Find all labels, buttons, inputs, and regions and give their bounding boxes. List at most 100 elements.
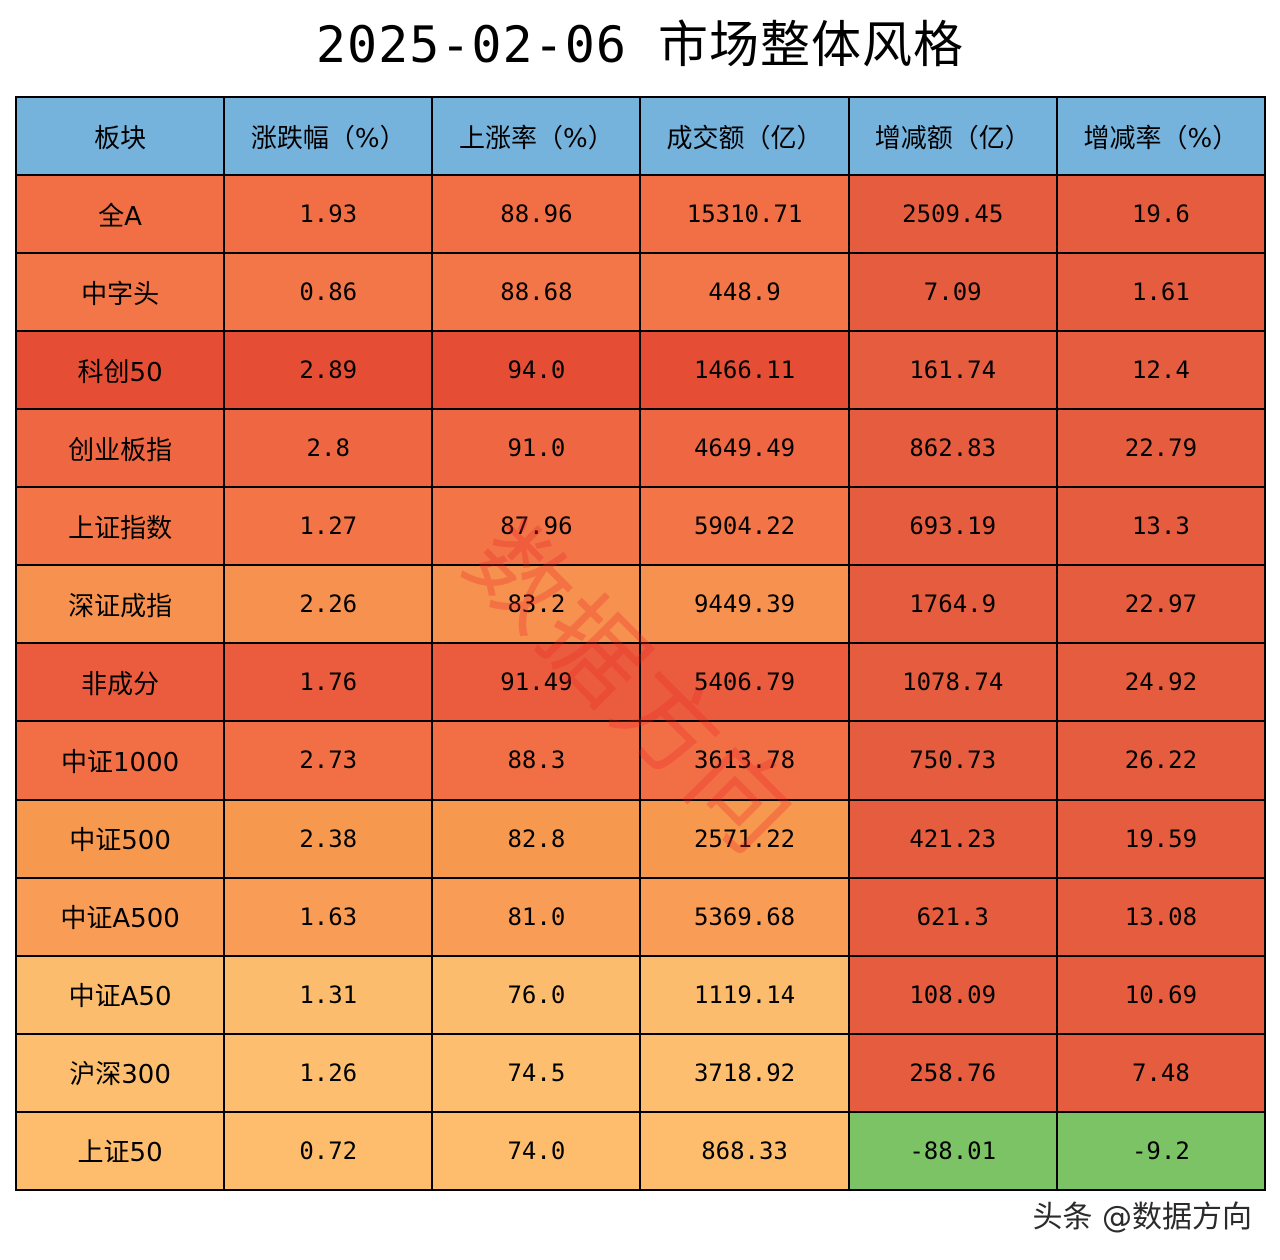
sector-name-cell: 科创50: [14, 330, 226, 411]
value-cell: 5406.79: [639, 642, 850, 723]
column-header: 成交额（亿）: [639, 96, 850, 176]
value-cell: 0.72: [223, 1110, 434, 1192]
footer-credit: 头条 @数据方向: [1032, 1200, 1252, 1235]
market-style-table: 板块 涨跌幅（%） 上涨率（%） 成交额（亿） 增减额（亿） 增减率（%） 全A 1.93 8…: [14, 96, 1267, 1192]
sector-name-cell: 中字头: [14, 252, 226, 333]
value-cell: 108.09: [847, 954, 1058, 1035]
sector-name-cell: 中证A500: [14, 876, 226, 957]
sector-name-cell: 中证A50: [14, 954, 226, 1035]
value-cell: 1764.9: [847, 564, 1058, 645]
sector-name-cell: 全A: [14, 173, 226, 255]
value-cell: 15310.71: [639, 173, 850, 255]
value-cell: 83.2: [431, 564, 642, 645]
header-row: 板块 涨跌幅（%） 上涨率（%） 成交额（亿） 增减额（亿） 增减率（%）: [14, 96, 1267, 176]
value-cell: 3613.78: [639, 720, 850, 801]
column-header: 板块: [14, 96, 226, 176]
value-cell: 1.61: [1055, 252, 1267, 333]
value-cell: 19.6: [1055, 173, 1267, 255]
value-cell: 1.31: [223, 954, 434, 1035]
table-row: 深证成指 2.26 83.2 9449.39 1764.9 22.97: [14, 564, 1267, 645]
value-cell: 13.08: [1055, 876, 1267, 957]
value-cell: 24.92: [1055, 642, 1267, 723]
value-cell: 12.4: [1055, 330, 1267, 411]
value-cell: 621.3: [847, 876, 1058, 957]
value-cell: 76.0: [431, 954, 642, 1035]
column-header: 增减额（亿）: [847, 96, 1058, 176]
value-cell: 2.26: [223, 564, 434, 645]
sector-name-cell: 中证1000: [14, 720, 226, 801]
chart-title: 2025-02-06 市场整体风格: [315, 16, 965, 74]
value-cell: 4649.49: [639, 408, 850, 489]
value-cell: 1.76: [223, 642, 434, 723]
table-row: 非成分 1.76 91.49 5406.79 1078.74 24.92: [14, 642, 1267, 723]
value-cell: 258.76: [847, 1032, 1058, 1113]
value-cell: 9449.39: [639, 564, 850, 645]
value-cell: 13.3: [1055, 486, 1267, 567]
value-cell: 2571.22: [639, 798, 850, 879]
value-cell: 448.9: [639, 252, 850, 333]
value-cell: 88.96: [431, 173, 642, 255]
value-cell: 1.26: [223, 1032, 434, 1113]
value-cell: 87.96: [431, 486, 642, 567]
value-cell: 1078.74: [847, 642, 1058, 723]
value-cell: 1.63: [223, 876, 434, 957]
value-cell: 2509.45: [847, 173, 1058, 255]
sector-name-cell: 中证500: [14, 798, 226, 879]
column-header: 涨跌幅（%）: [223, 96, 434, 176]
value-cell: 91.0: [431, 408, 642, 489]
sector-name-cell: 沪深300: [14, 1032, 226, 1113]
value-cell: 91.49: [431, 642, 642, 723]
table-row: 中证A500 1.63 81.0 5369.68 621.3 13.08: [14, 876, 1267, 957]
value-cell: 1119.14: [639, 954, 850, 1035]
value-cell: 1466.11: [639, 330, 850, 411]
table-row: 创业板指 2.8 91.0 4649.49 862.83 22.79: [14, 408, 1267, 489]
value-cell: 5904.22: [639, 486, 850, 567]
value-cell: 74.5: [431, 1032, 642, 1113]
value-cell: 82.8: [431, 798, 642, 879]
table-row: 上证指数 1.27 87.96 5904.22 693.19 13.3: [14, 486, 1267, 567]
value-cell: 1.27: [223, 486, 434, 567]
value-cell: 161.74: [847, 330, 1058, 411]
value-cell: 94.0: [431, 330, 642, 411]
value-cell: 19.59: [1055, 798, 1267, 879]
table-row: 中字头 0.86 88.68 448.9 7.09 1.61: [14, 252, 1267, 333]
value-cell: 88.3: [431, 720, 642, 801]
value-cell: 88.68: [431, 252, 642, 333]
value-cell: 2.73: [223, 720, 434, 801]
value-cell: 22.97: [1055, 564, 1267, 645]
value-cell: 2.38: [223, 798, 434, 879]
value-cell: 7.09: [847, 252, 1058, 333]
value-cell: 421.23: [847, 798, 1058, 879]
column-header: 增减率（%）: [1055, 96, 1267, 176]
value-cell: 862.83: [847, 408, 1058, 489]
value-cell: 2.89: [223, 330, 434, 411]
table-row: 科创50 2.89 94.0 1466.11 161.74 12.4: [14, 330, 1267, 411]
value-cell: 1.93: [223, 173, 434, 255]
column-header: 上涨率（%）: [431, 96, 642, 176]
value-cell: -88.01: [847, 1110, 1058, 1192]
table-row: 沪深300 1.26 74.5 3718.92 258.76 7.48: [14, 1032, 1267, 1113]
value-cell: 74.0: [431, 1110, 642, 1192]
table-row: 中证500 2.38 82.8 2571.22 421.23 19.59: [14, 798, 1267, 879]
value-cell: 693.19: [847, 486, 1058, 567]
value-cell: 868.33: [639, 1110, 850, 1192]
value-cell: 22.79: [1055, 408, 1267, 489]
value-cell: 81.0: [431, 876, 642, 957]
value-cell: 5369.68: [639, 876, 850, 957]
table-row: 中证A50 1.31 76.0 1119.14 108.09 10.69: [14, 954, 1267, 1035]
table-body: 全A 1.93 88.96 15310.71 2509.45 19.6 中字头 0.86 88.…: [14, 173, 1267, 1192]
sector-name-cell: 深证成指: [14, 564, 226, 645]
table-row: 全A 1.93 88.96 15310.71 2509.45 19.6: [14, 173, 1267, 255]
value-cell: 3718.92: [639, 1032, 850, 1113]
table-row: 中证1000 2.73 88.3 3613.78 750.73 26.22: [14, 720, 1267, 801]
value-cell: 7.48: [1055, 1032, 1267, 1113]
sector-name-cell: 上证指数: [14, 486, 226, 567]
sector-name-cell: 创业板指: [14, 408, 226, 489]
value-cell: 10.69: [1055, 954, 1267, 1035]
value-cell: 26.22: [1055, 720, 1267, 801]
value-cell: 750.73: [847, 720, 1058, 801]
sector-name-cell: 非成分: [14, 642, 226, 723]
value-cell: 0.86: [223, 252, 434, 333]
value-cell: 2.8: [223, 408, 434, 489]
value-cell: -9.2: [1055, 1110, 1267, 1192]
